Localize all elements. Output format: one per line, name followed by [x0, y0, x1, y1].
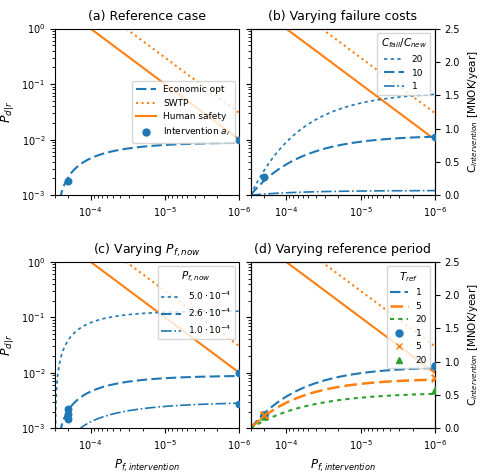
X-axis label: $P_{f, intervention}$: $P_{f, intervention}$	[310, 457, 376, 474]
Point	[236, 369, 244, 377]
Point	[260, 411, 268, 419]
Legend: Economic opt, SWTP, Human safety, Intervention $a_i$: Economic opt, SWTP, Human safety, Interv…	[132, 81, 235, 143]
Point	[64, 177, 72, 185]
Y-axis label: C$_{intervention}$ [MNOK/year]: C$_{intervention}$ [MNOK/year]	[466, 50, 480, 173]
Legend: $5.0\cdot10^{-4}$, $2.6\cdot10^{-4}$, $1.0\cdot10^{-4}$: $5.0\cdot10^{-4}$, $2.6\cdot10^{-4}$, $1…	[158, 266, 235, 339]
Title: (b) Varying failure costs: (b) Varying failure costs	[268, 10, 418, 23]
Y-axis label: $P_{d|r}$: $P_{d|r}$	[0, 101, 16, 123]
Legend: 20, 10, 1: 20, 10, 1	[377, 33, 430, 95]
Legend: 1, 5, 20, 1, 5, 20: 1, 5, 20, 1, 5, 20	[386, 266, 430, 368]
Point	[260, 173, 268, 181]
Point	[260, 411, 268, 419]
Y-axis label: $P_{d|r}$: $P_{d|r}$	[0, 334, 16, 356]
Title: (c) Varying $P_{f,now}$: (c) Varying $P_{f,now}$	[94, 241, 201, 258]
Point	[64, 415, 72, 422]
Point	[236, 400, 244, 407]
Point	[431, 386, 439, 394]
Point	[431, 363, 439, 370]
Point	[236, 136, 244, 143]
Point	[64, 410, 72, 418]
Point	[64, 406, 72, 413]
Point	[431, 133, 439, 140]
Point	[260, 413, 268, 420]
Point	[431, 375, 439, 382]
Title: (a) Reference case: (a) Reference case	[88, 10, 206, 23]
Y-axis label: C$_{intervention}$ [MNOK/year]: C$_{intervention}$ [MNOK/year]	[466, 284, 480, 407]
Title: (d) Varying reference period: (d) Varying reference period	[254, 243, 431, 257]
X-axis label: $P_{f, intervention}$: $P_{f, intervention}$	[114, 457, 180, 474]
